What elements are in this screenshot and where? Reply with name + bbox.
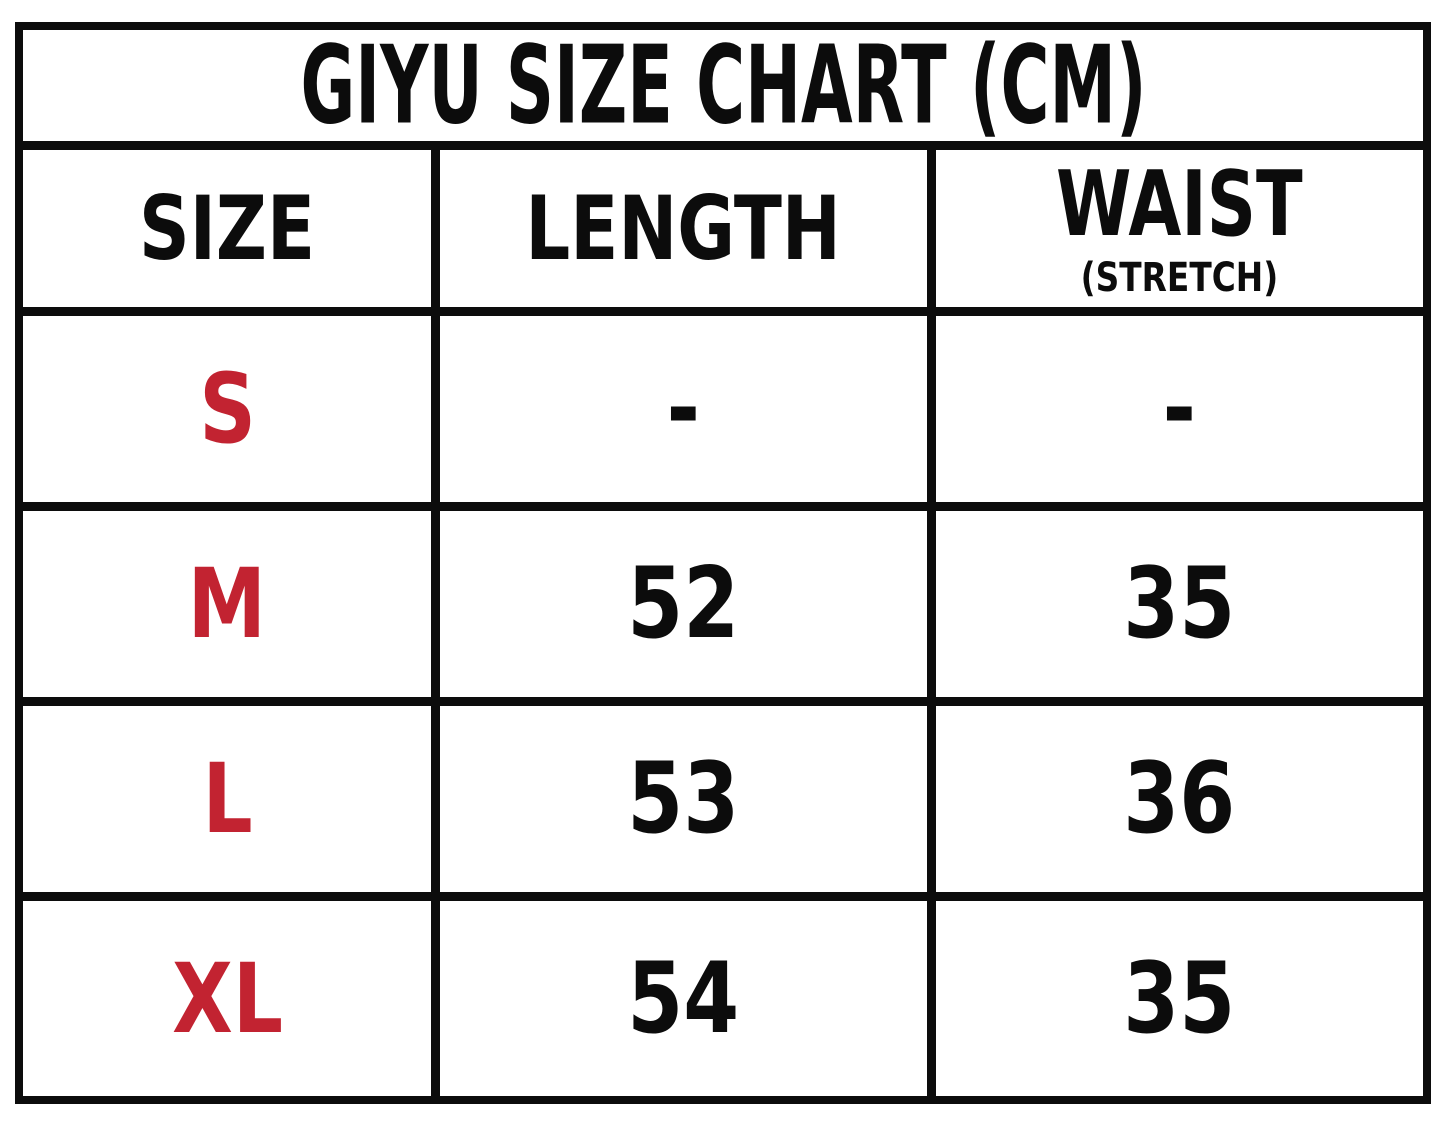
table-row-s-waist-cell: - xyxy=(935,316,1423,511)
length-value: 53 xyxy=(627,742,740,856)
size-label: L xyxy=(202,743,253,855)
chart-title: GIYU SIZE CHART (CM) xyxy=(299,30,1146,148)
size-label: S xyxy=(198,353,256,465)
size-label: XL xyxy=(171,942,283,1055)
table-row-xl-waist-cell: 35 xyxy=(935,901,1423,1096)
title-row: GIYU SIZE CHART (CM) xyxy=(23,30,1423,150)
col-header-waist: WAIST (STRETCH) xyxy=(935,150,1423,316)
length-value: 52 xyxy=(627,547,740,661)
table-row-xl-size-cell: XL xyxy=(23,901,441,1096)
table-row-m-waist-cell: 35 xyxy=(935,511,1423,706)
col-header-length: LENGTH xyxy=(440,150,936,316)
table-row-m-length-cell: 52 xyxy=(440,511,936,706)
table-row-l-size-cell: L xyxy=(23,706,441,901)
waist-stretch-note: (STRETCH) xyxy=(1080,254,1279,301)
length-value: 54 xyxy=(627,941,740,1056)
col-header-size-label: SIZE xyxy=(139,176,316,280)
table-row-l-waist-cell: 36 xyxy=(935,706,1423,901)
size-chart-table: GIYU SIZE CHART (CM) SIZE LENGTH WAIST (… xyxy=(15,22,1431,1104)
col-header-waist-label: WAIST xyxy=(1056,151,1303,257)
table-row-l-length-cell: 53 xyxy=(440,706,936,901)
waist-value: 35 xyxy=(1123,547,1236,661)
col-header-length-label: LENGTH xyxy=(525,176,842,280)
col-header-size: SIZE xyxy=(23,150,441,316)
waist-value: 35 xyxy=(1123,941,1236,1056)
table-row-s-length-cell: - xyxy=(440,316,936,511)
size-label: M xyxy=(187,548,267,660)
waist-value: - xyxy=(1162,352,1197,466)
waist-value: 36 xyxy=(1123,742,1236,856)
table-row-s-size-cell: S xyxy=(23,316,441,511)
table-row-xl-length-cell: 54 xyxy=(440,901,936,1096)
length-value: - xyxy=(666,352,701,466)
table-row-m-size-cell: M xyxy=(23,511,441,706)
